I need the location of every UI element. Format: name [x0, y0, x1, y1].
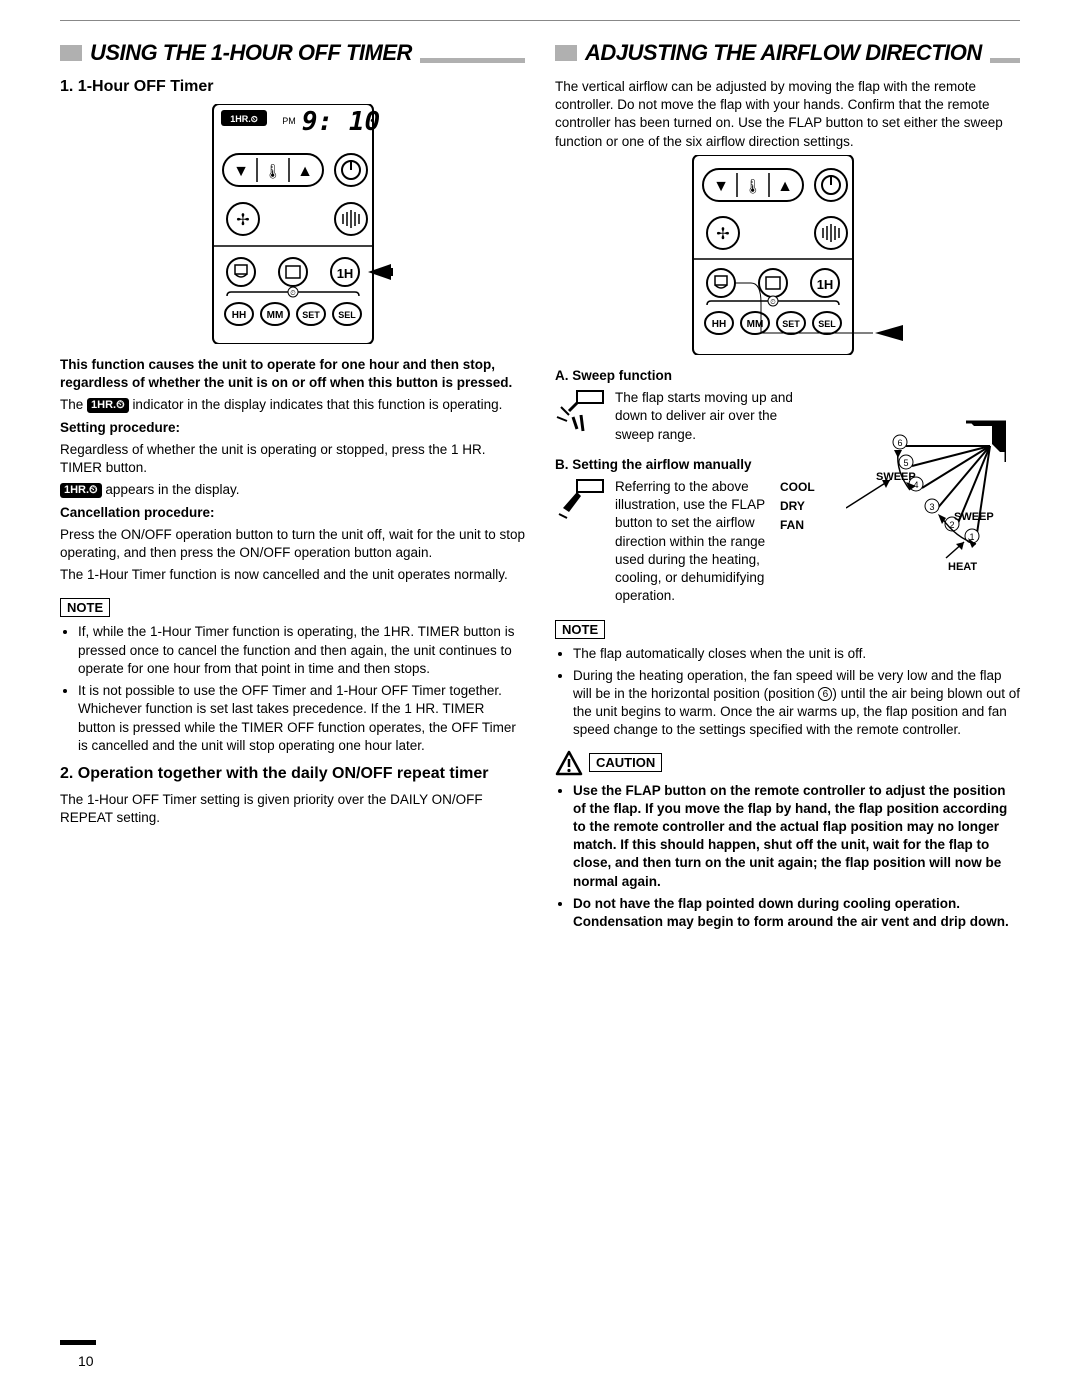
- svg-text:▲: ▲: [297, 163, 313, 180]
- setting-appears: 1HR.⏲ appears in the display.: [60, 481, 525, 499]
- svg-text:9: 10: 9: 10: [301, 107, 379, 137]
- svg-text:HEAT: HEAT: [948, 561, 977, 573]
- svg-text:▼: ▼: [233, 163, 249, 180]
- sectionA-label: A. Sweep function: [555, 367, 1020, 385]
- note-list-left: If, while the 1-Hour Timer function is o…: [60, 623, 525, 755]
- svg-text:1HR.⏲: 1HR.⏲: [230, 114, 258, 124]
- note-item: The flap automatically closes when the u…: [573, 645, 1020, 663]
- remote-illustration-left: 1HR.⏲ PM 9: 10 ▼ 🌡 ▲ ✢: [193, 104, 393, 344]
- indicator-b: indicator in the display indicates that …: [132, 397, 502, 412]
- caution-label: CAUTION: [589, 753, 662, 772]
- sweep-icon: [555, 389, 605, 439]
- section-title: ADJUSTING THE AIRFLOW DIRECTION: [585, 40, 982, 66]
- mode-labels: COOL DRY FAN: [780, 478, 836, 536]
- note-item: During the heating operation, the fan sp…: [573, 667, 1020, 740]
- svg-text:HH: HH: [711, 319, 725, 330]
- warning-icon: [555, 750, 583, 776]
- sectionA-text: The flap starts moving up and down to de…: [615, 389, 795, 444]
- appears-b: appears in the display.: [105, 482, 239, 497]
- svg-text:SET: SET: [302, 310, 320, 320]
- subhead-1: 1. 1-Hour OFF Timer: [60, 78, 525, 96]
- header-bar-left: [555, 45, 577, 61]
- svg-text:HH: HH: [231, 310, 245, 321]
- page-top-rule: [60, 20, 1020, 21]
- section-header-timer: USING THE 1-HOUR OFF TIMER: [60, 40, 525, 66]
- circled-6-icon: 6: [818, 687, 832, 701]
- indicator-a: The: [60, 397, 87, 412]
- caution-item: Do not have the flap pointed down during…: [573, 895, 1020, 931]
- svg-text:5: 5: [903, 458, 908, 468]
- fan-label: FAN: [780, 516, 836, 535]
- svg-text:▲: ▲: [777, 178, 793, 195]
- svg-text:⏲: ⏲: [290, 290, 296, 297]
- svg-text:⏲: ⏲: [770, 299, 776, 306]
- svg-text:▼: ▼: [713, 178, 729, 195]
- note-item: It is not possible to use the OFF Timer …: [78, 682, 525, 755]
- indicator-badge-icon: 1HR.⏲: [87, 398, 129, 413]
- remote-illustration-right: ▼ 🌡 ▲ ✢ 1H: [673, 155, 903, 355]
- note-label-right: NOTE: [555, 620, 605, 639]
- subhead-2: 2. Operation together with the daily ON/…: [60, 765, 525, 783]
- page-tab: [60, 1340, 96, 1345]
- sectionB-row: Referring to the above illustration, use…: [555, 478, 1020, 610]
- indicator-line: The 1HR.⏲ indicator in the display indic…: [60, 396, 525, 414]
- section-header-airflow: ADJUSTING THE AIRFLOW DIRECTION: [555, 40, 1020, 66]
- left-column: USING THE 1-HOUR OFF TIMER 1. 1-Hour OFF…: [60, 40, 525, 935]
- svg-text:✢: ✢: [236, 212, 249, 229]
- page-number: 10: [78, 1353, 94, 1369]
- airflow-direction-diagram: 6 5 4 3 2 1 SWEEP SWEEP HEAT: [846, 418, 1006, 588]
- svg-text:3: 3: [929, 502, 934, 512]
- note-label-left: NOTE: [60, 598, 110, 617]
- manual-icon: [555, 478, 605, 528]
- svg-text:🌡: 🌡: [264, 163, 282, 179]
- svg-text:SEL: SEL: [818, 319, 836, 329]
- cancel-text1: Press the ON/OFF operation button to tur…: [60, 526, 525, 562]
- section-title: USING THE 1-HOUR OFF TIMER: [90, 40, 412, 66]
- svg-text:1H: 1H: [336, 266, 353, 281]
- svg-text:PM: PM: [282, 116, 296, 126]
- appears-badge-icon: 1HR.⏲: [60, 483, 102, 498]
- sectionB-text: Referring to the above illustration, use…: [615, 478, 770, 606]
- svg-text:MM: MM: [266, 310, 283, 321]
- svg-text:🌡: 🌡: [744, 178, 762, 194]
- header-bar-left: [60, 45, 82, 61]
- header-bar-right: [990, 58, 1020, 63]
- svg-text:SEL: SEL: [338, 310, 356, 320]
- note-list-right: The flap automatically closes when the u…: [555, 645, 1020, 740]
- note-item: If, while the 1-Hour Timer function is o…: [78, 623, 525, 678]
- svg-text:✢: ✢: [716, 226, 729, 243]
- right-column: ADJUSTING THE AIRFLOW DIRECTION The vert…: [555, 40, 1020, 935]
- sub2-text: The 1-Hour OFF Timer setting is given pr…: [60, 791, 525, 827]
- header-bar-right: [420, 58, 525, 63]
- caution-header: CAUTION: [555, 750, 1020, 776]
- airflow-intro: The vertical airflow can be adjusted by …: [555, 78, 1020, 151]
- dry-label: DRY: [780, 497, 836, 516]
- svg-text:SWEEP: SWEEP: [876, 471, 916, 483]
- cancel-text2: The 1-Hour Timer function is now cancell…: [60, 566, 525, 584]
- caution-list: Use the FLAP button on the remote contro…: [555, 782, 1020, 932]
- setting-label: Setting procedure:: [60, 419, 525, 437]
- cancel-label: Cancellation procedure:: [60, 504, 525, 522]
- svg-text:MM: MM: [746, 319, 763, 330]
- setting-text: Regardless of whether the unit is operat…: [60, 441, 525, 477]
- svg-text:6: 6: [897, 438, 902, 448]
- svg-text:SET: SET: [782, 319, 800, 329]
- svg-text:SWEEP: SWEEP: [954, 511, 994, 523]
- svg-text:1H: 1H: [816, 277, 833, 292]
- caution-item: Use the FLAP button on the remote contro…: [573, 782, 1020, 891]
- intro-text: This function causes the unit to operate…: [60, 356, 525, 392]
- cool-label: COOL: [780, 478, 836, 497]
